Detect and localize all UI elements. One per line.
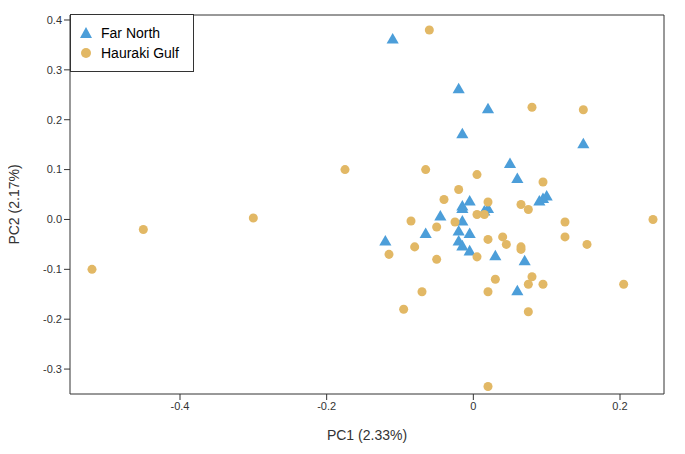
svg-text:-0.4: -0.4 xyxy=(171,400,190,412)
svg-text:0.1: 0.1 xyxy=(47,163,62,175)
svg-text:-0.3: -0.3 xyxy=(43,363,62,375)
svg-text:0.2: 0.2 xyxy=(47,114,62,126)
html-text:Far North: Far North xyxy=(101,25,161,41)
svg-text:0.4: 0.4 xyxy=(47,14,62,26)
svg-text:PC2 (2.17%): PC2 (2.17%) xyxy=(8,164,22,244)
svg-text:-0.1: -0.1 xyxy=(43,263,62,275)
svg-text:0: 0 xyxy=(470,400,476,412)
svg-text:0.0: 0.0 xyxy=(47,213,62,225)
svg-text:-0.2: -0.2 xyxy=(317,400,336,412)
svg-text:-0.2: -0.2 xyxy=(43,313,62,325)
svg-text:0.2: 0.2 xyxy=(612,400,627,412)
html-text:Hauraki Gulf: Hauraki Gulf xyxy=(101,45,179,61)
svg-text:PC1 (2.33%): PC1 (2.33%) xyxy=(327,427,407,443)
svg-text:0.3: 0.3 xyxy=(47,64,62,76)
